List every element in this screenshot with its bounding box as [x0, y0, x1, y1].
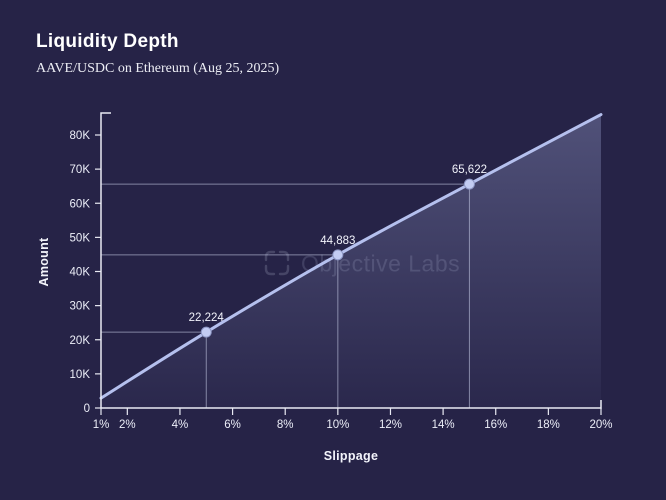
data-point-marker [200, 326, 212, 338]
y-tick-label: 50K [70, 232, 91, 244]
y-tick-label: 30K [70, 301, 91, 313]
data-point-marker [332, 249, 344, 261]
data-point-label: 22,224 [189, 312, 225, 324]
y-axis-title: Amount [37, 237, 51, 287]
reference-lines [101, 183, 470, 408]
y-tick-label: 70K [70, 164, 91, 176]
data-point-marker [463, 178, 475, 190]
y-tick-label: 80K [70, 130, 91, 142]
x-axis-ticks: 1% 2% 4% 6% 8% 10% 12% 14% 16% 18% 20% [93, 408, 613, 431]
y-tick-label: 40K [70, 267, 91, 279]
x-tick-label: 16% [484, 419, 507, 431]
x-tick-label: 18% [537, 419, 560, 431]
x-tick-label: 10% [326, 419, 349, 431]
x-axis-title: Slippage [323, 449, 379, 463]
y-tick-label: 60K [70, 198, 91, 210]
x-tick-label: 20% [589, 419, 612, 431]
y-axis-ticks: 0 10K 20K 30K 40K 50K 60K 70K 80K [70, 130, 101, 415]
y-tick-label: 20K [70, 335, 91, 347]
x-tick-label: 6% [224, 419, 241, 431]
objective-labs-logo-icon [264, 250, 290, 276]
x-tick-label: 1% [93, 419, 110, 431]
y-tick-label: 10K [70, 369, 91, 381]
y-tick-label: 0 [84, 403, 90, 415]
x-tick-label: 2% [119, 419, 136, 431]
x-tick-label: 12% [379, 419, 402, 431]
area-fill [101, 114, 601, 409]
chart-subtitle: AAVE/USDC on Ethereum (Aug 25, 2025) [36, 61, 280, 76]
data-point-label: 65,622 [452, 164, 487, 176]
x-tick-label: 4% [172, 419, 189, 431]
x-tick-label: 14% [432, 419, 455, 431]
data-point-label: 44,883 [320, 235, 355, 247]
x-tick-label: 8% [277, 419, 294, 431]
chart-title: Liquidity Depth [36, 31, 179, 52]
